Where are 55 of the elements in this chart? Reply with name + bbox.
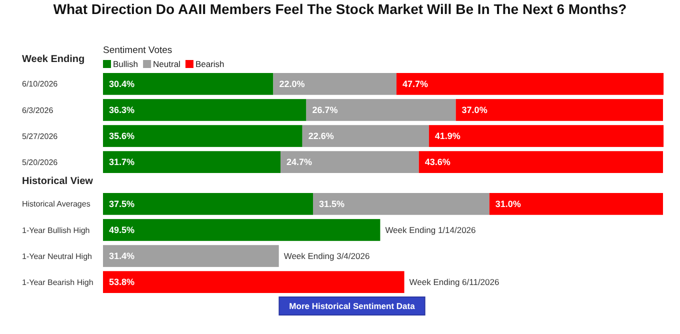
y-tick-label: 6/10/2026	[22, 80, 58, 89]
legend-label: Neutral	[153, 59, 181, 69]
y-axis-title: Historical View	[22, 176, 94, 187]
legend-label: Bearish	[195, 59, 225, 69]
y-tick-label: 5/20/2026	[22, 158, 58, 167]
bar	[103, 271, 404, 293]
bar	[306, 99, 456, 121]
data-label: 49.5%	[109, 225, 135, 236]
data-label: 35.6%	[109, 131, 135, 142]
bar	[103, 193, 313, 215]
bar	[103, 73, 274, 95]
data-label: 26.7%	[312, 105, 338, 116]
data-label: 53.8%	[109, 277, 135, 288]
legend-title: Sentiment Votes	[103, 45, 172, 56]
bar	[103, 125, 302, 147]
y-tick-label: 1-Year Bullish High	[22, 226, 90, 235]
data-label: 22.6%	[308, 131, 334, 142]
data-label: 37.0%	[462, 105, 488, 116]
data-label: 31.7%	[109, 157, 135, 168]
annotation: Week Ending 6/11/2026	[409, 277, 500, 288]
bar	[103, 245, 279, 267]
bar	[103, 99, 306, 121]
data-label: 31.4%	[109, 251, 135, 262]
y-axis-title: Week Ending	[22, 54, 85, 65]
annotation: Week Ending 3/4/2026	[284, 250, 370, 261]
data-label: 31.5%	[319, 199, 345, 210]
y-tick-label: 6/3/2026	[22, 106, 54, 115]
bar	[456, 99, 663, 121]
bar	[302, 125, 429, 147]
bar	[428, 125, 664, 147]
data-label: 47.7%	[402, 79, 428, 90]
bar	[418, 151, 663, 173]
data-label: 22.0%	[279, 79, 305, 90]
data-label: 36.3%	[109, 105, 135, 116]
annotation: Week Ending 1/14/2026	[385, 224, 476, 235]
bar	[489, 193, 663, 215]
bar	[396, 73, 664, 95]
button: More Historical Sentiment Data	[278, 296, 426, 316]
legend-label: Bullish	[113, 59, 138, 69]
chart-title: What Direction Do AAII Members Feel The Stock Market Will Be In The Next 6 Months?	[53, 1, 627, 17]
y-tick-label: 1-Year Bearish High	[22, 278, 94, 287]
data-label: 24.7%	[286, 157, 312, 168]
bar	[103, 151, 281, 173]
data-label: 30.4%	[109, 79, 135, 90]
data-label: 43.6%	[424, 157, 450, 168]
y-tick-label: Historical Averages	[22, 200, 90, 209]
data-label: 31.0%	[495, 199, 521, 210]
data-label: 41.9%	[434, 131, 460, 142]
y-tick-label: 5/27/2026	[22, 132, 58, 141]
bar	[280, 151, 419, 173]
data-label: 37.5%	[109, 199, 135, 210]
bar	[273, 73, 396, 95]
bar	[103, 219, 380, 241]
y-tick-label: 1-Year Neutral High	[22, 252, 92, 261]
bar	[313, 193, 490, 215]
